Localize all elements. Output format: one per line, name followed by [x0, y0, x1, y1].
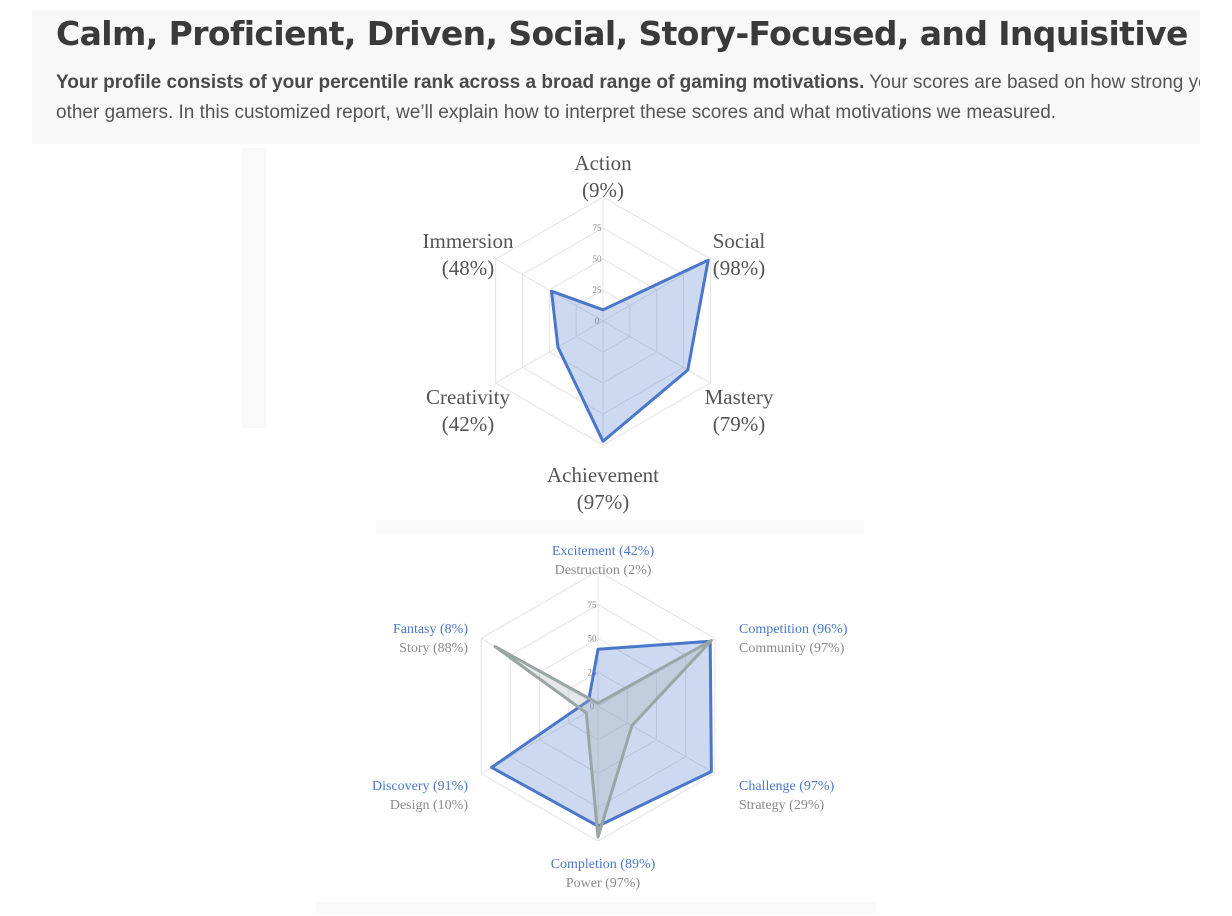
chart1-axis-label-immersion: Immersion — [423, 229, 514, 253]
chart2-label-completion: Completion (89%) — [551, 857, 656, 872]
chart2-grid-spoke — [597, 705, 716, 774]
chart2-tick-label: 50 — [588, 634, 598, 644]
chart2-label-destruction: Destruction (2%) — [555, 563, 652, 578]
chart1-axis-label-mastery: Mastery — [705, 385, 774, 409]
chart1-grid-spoke — [602, 258, 711, 322]
chart1-axis-value-immersion: (48%) — [442, 256, 494, 280]
chart1-axis-value-mastery: (79%) — [713, 412, 765, 436]
chart1-background — [242, 148, 266, 428]
intro-rest-line1: Your scores are based on how strong your — [864, 72, 1200, 93]
chart2-label-community: Community (97%) — [739, 641, 845, 656]
chart2-label-strategy: Strategy (29%) — [739, 798, 824, 813]
chart1-grid-spoke — [602, 320, 711, 384]
chart2-series-secondary-area — [493, 639, 713, 839]
intro-bold: Your profile consists of your percentile… — [56, 72, 865, 93]
chart2-label-discovery: Discovery (91%) — [372, 779, 468, 794]
chart1-tick-label: 0 — [595, 316, 600, 326]
chart1-tick-label: 75 — [593, 223, 603, 233]
chart1-axis-label-achievement: Achievement — [547, 463, 659, 487]
intro-rest-line2: other gamers. In this customized report,… — [56, 102, 1057, 123]
chart2-label-story: Story (88%) — [399, 641, 468, 656]
chart2-label-competition: Competition (96%) — [739, 622, 848, 637]
chart2-tick-label: 75 — [588, 600, 598, 610]
chart1-axis-value-achievement: (97%) — [577, 490, 629, 514]
chart2-tick-label: 25 — [588, 667, 598, 677]
chart1-grid-spoke — [495, 258, 604, 322]
chart2-label-fantasy: Fantasy (8%) — [393, 622, 468, 637]
chart1-tick-label: 25 — [593, 285, 603, 295]
page-title: Calm, Proficient, Driven, Social, Story-… — [56, 14, 1188, 53]
chart1-axis-value-action: (9%) — [582, 178, 624, 202]
chart1-tick-label: 50 — [593, 254, 603, 264]
chart2-label-power: Power (97%) — [566, 876, 641, 891]
chart2-background-top — [376, 520, 864, 534]
chart1-axis-value-creativity: (42%) — [442, 412, 494, 436]
chart1-axis-label-action: Action — [574, 151, 632, 175]
chart1-axis-label-creativity: Creativity — [426, 385, 510, 409]
report-header: Calm, Proficient, Driven, Social, Story-… — [32, 10, 1200, 144]
chart2-label-design: Design (10%) — [390, 798, 468, 813]
chart2-tick-label: 0 — [590, 701, 595, 711]
chart1-series-area — [550, 258, 710, 443]
chart2-label-excitement: Excitement (42%) — [552, 544, 655, 559]
chart1-axis-value-social: (98%) — [713, 256, 765, 280]
intro-text: Your profile consists of your percentile… — [56, 68, 1200, 128]
chart1-axis-label-social: Social — [713, 229, 766, 253]
chart1-grid-spoke — [495, 320, 604, 384]
chart2-label-challenge: Challenge (97%) — [739, 779, 835, 794]
chart2-background-bottom — [316, 902, 876, 914]
